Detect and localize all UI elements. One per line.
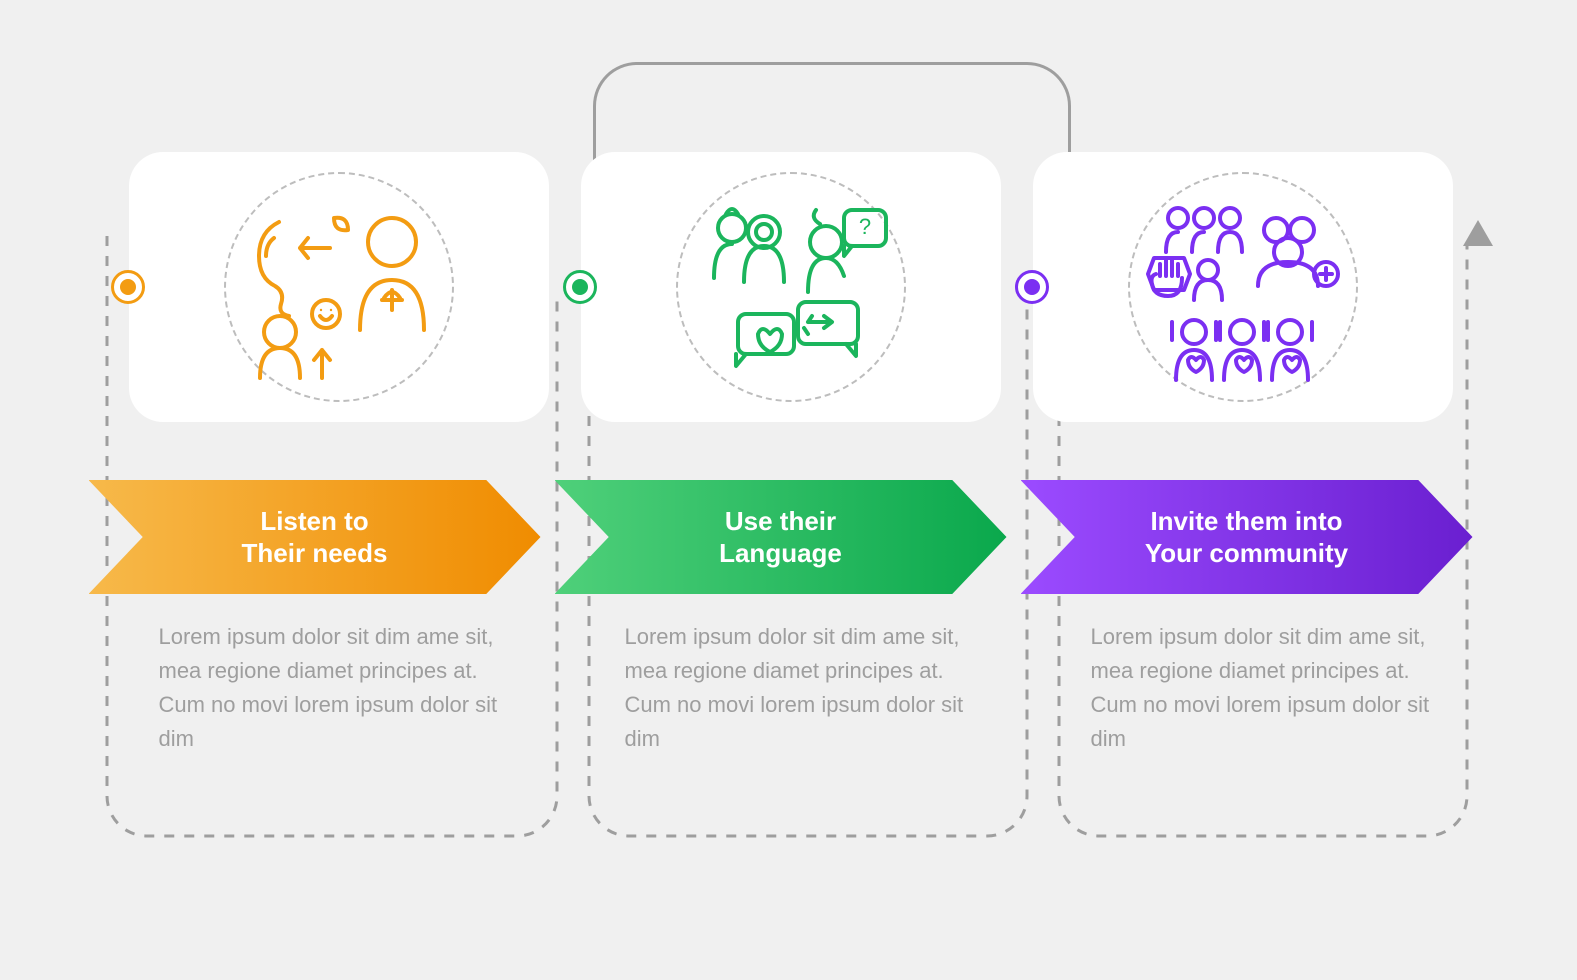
desc-step-3: Lorem ipsum dolor sit dim ame sit, mea r… [1091,620,1461,756]
language-icon: ? [686,182,896,392]
arrow-up-icon [1463,220,1493,246]
community-icon [1138,182,1348,392]
arrow-step-2: Use their Language [555,480,1007,594]
arrow-title-line2: Language [719,537,842,570]
arrow-step-1: Listen to Their needs [89,480,541,594]
cards-row: .card:nth-child(1) .node::after{backgrou… [129,152,1453,422]
node-dot: .card:nth-child(2) .node::after{backgrou… [563,270,597,304]
desc-step-2: Lorem ipsum dolor sit dim ame sit, mea r… [625,620,995,756]
card-listen: .card:nth-child(1) .node::after{backgrou… [129,152,549,422]
node-dot: .card:nth-child(3) .node::after{backgrou… [1015,270,1049,304]
arrow-title-line2: Your community [1145,537,1348,570]
arrow-title-line1: Use their [725,505,836,538]
arrow-title-line1: Listen to [260,505,368,538]
arrow-title-line2: Their needs [242,537,388,570]
arrow-title-line1: Invite them into [1150,505,1342,538]
card-community: .card:nth-child(3) .node::after{backgrou… [1033,152,1453,422]
listen-icon [234,182,444,392]
desc-step-1: Lorem ipsum dolor sit dim ame sit, mea r… [159,620,529,756]
infographic-canvas: .card:nth-child(1) .node::after{backgrou… [89,80,1489,900]
card-language: .card:nth-child(2) .node::after{backgrou… [581,152,1001,422]
descriptions-row: Lorem ipsum dolor sit dim ame sit, mea r… [159,620,1461,756]
arrows-row: Listen to Their needs Use their Language… [89,480,1489,594]
svg-text:?: ? [858,214,870,239]
arrow-step-3: Invite them into Your community [1021,480,1473,594]
node-dot: .card:nth-child(1) .node::after{backgrou… [111,270,145,304]
